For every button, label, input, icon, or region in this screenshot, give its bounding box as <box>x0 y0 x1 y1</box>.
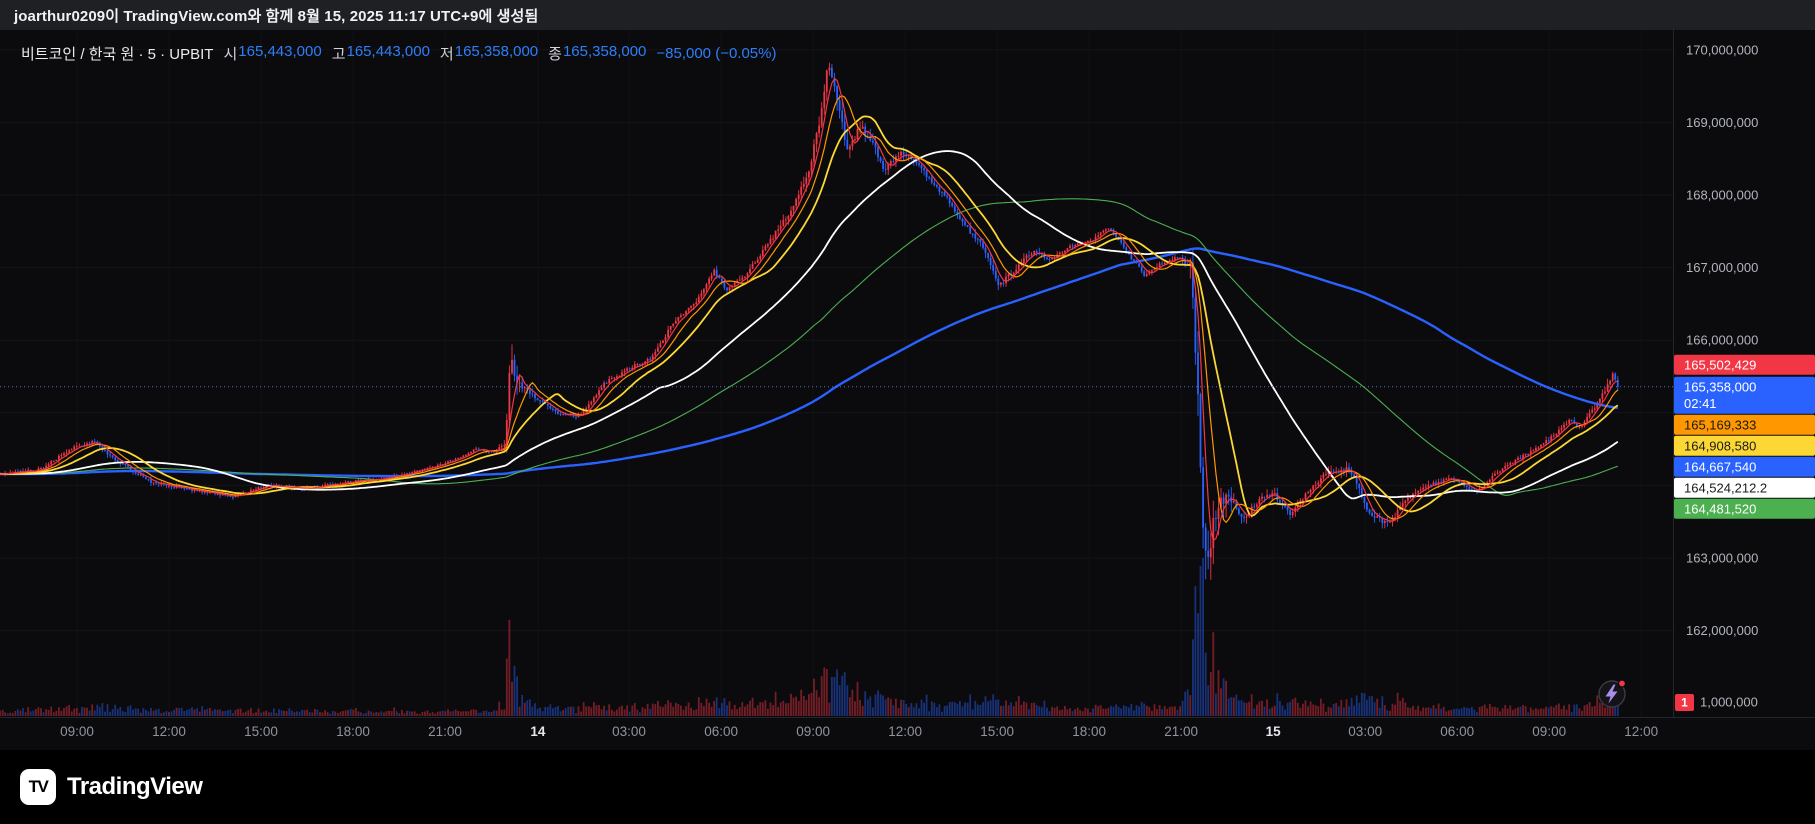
ma-60-line <box>0 150 1619 500</box>
time-tick-day: 15 <box>1266 724 1282 739</box>
time-tick-label: 06:00 <box>704 724 738 739</box>
price-tick-label: 169,000,000 <box>1686 115 1758 130</box>
candle-bodies-up <box>0 67 1614 557</box>
ma-value-flag <box>1674 435 1815 456</box>
price-tick-label: 163,000,000 <box>1686 551 1758 566</box>
footer: TV TradingView <box>0 750 1815 824</box>
time-tick-label: 15:00 <box>980 724 1014 739</box>
candle-wicks-up <box>0 62 1614 580</box>
flag-value: 165,358,000 <box>1684 379 1756 394</box>
time-tick-label: 12:00 <box>152 724 186 739</box>
time-tick-day: 14 <box>530 724 546 739</box>
price-axis[interactable]: 170,000,000 169,000,000 168,000,000 167,000… <box>1675 42 1758 711</box>
brand-name: TradingView <box>67 773 203 800</box>
volume-value-flag-text: 1 <box>1681 696 1688 710</box>
flag-value: 165,502,429 <box>1684 357 1756 372</box>
ma-value-flag <box>1674 477 1815 498</box>
ma-10-line <box>0 95 1619 523</box>
time-tick-label: 12:00 <box>1624 724 1658 739</box>
volume-bars-up <box>0 619 1614 716</box>
lightning-bolt-icon <box>1605 684 1618 704</box>
tradingview-logo-icon: TV <box>20 769 56 805</box>
price-tick-label: 167,000,000 <box>1686 260 1758 275</box>
time-tick-label: 09:00 <box>60 724 94 739</box>
time-tick-label: 18:00 <box>336 724 370 739</box>
time-tick-label: 06:00 <box>1440 724 1474 739</box>
grid-lines <box>0 30 1673 717</box>
notification-dot <box>1617 679 1627 688</box>
ma-value-flag <box>1674 354 1815 375</box>
ma-value-flag <box>1674 456 1815 477</box>
ma-120-line <box>0 198 1618 496</box>
price-flags: 165,502,429 165,358,000 02:41 165,169,333 16… <box>1674 354 1815 519</box>
price-tick-label: 162,000,000 <box>1686 623 1758 638</box>
last-price-flag <box>1674 376 1815 414</box>
time-tick-label: 15:00 <box>244 724 278 739</box>
price-tick-label: 170,000,000 <box>1686 42 1758 57</box>
price-tick-label: 168,000,000 <box>1686 188 1758 203</box>
ma-5-line <box>0 78 1619 541</box>
attribution-bar: joarthur0209이 TradingView.com와 함께 8월 15,… <box>0 0 1815 30</box>
time-tick-label: 21:00 <box>1164 724 1198 739</box>
time-tick-label: 21:00 <box>428 724 462 739</box>
chart-area[interactable]: 170,000,000 169,000,000 168,000,000 167,000… <box>0 30 1815 750</box>
time-tick-label: 09:00 <box>1532 724 1566 739</box>
flag-value: 165,169,333 <box>1684 417 1756 432</box>
flag-value: 164,481,520 <box>1684 501 1756 516</box>
time-axis[interactable]: 09:00 12:00 15:00 18:00 21:00 14 03:00 06:00 09:… <box>60 724 1658 739</box>
flag-countdown: 02:41 <box>1684 396 1717 411</box>
ma-value-flag <box>1674 498 1815 519</box>
volume-tick-label: 1,000,000 <box>1700 695 1758 710</box>
flag-value: 164,908,580 <box>1684 438 1756 453</box>
time-tick-label: 18:00 <box>1072 724 1106 739</box>
logo-mark-text: TV <box>28 777 49 796</box>
time-tick-label: 12:00 <box>888 724 922 739</box>
ma-240-line <box>0 247 1619 478</box>
flash-button[interactable] <box>1598 679 1627 708</box>
ma-20-line <box>0 115 1619 517</box>
flag-value: 164,524,212.2 <box>1684 480 1767 495</box>
time-tick-label: 03:00 <box>612 724 646 739</box>
plot-area[interactable] <box>0 62 1619 716</box>
time-tick-label: 09:00 <box>796 724 830 739</box>
volume-value-flag <box>1675 694 1694 711</box>
ma-value-flag <box>1674 414 1815 435</box>
time-tick-label: 03:00 <box>1348 724 1382 739</box>
price-tick-label: 166,000,000 <box>1686 333 1758 348</box>
attribution-text: joarthur0209이 TradingView.com와 함께 8월 15,… <box>14 7 539 25</box>
flag-value: 164,667,540 <box>1684 459 1756 474</box>
candlestick-chart[interactable]: 170,000,000 169,000,000 168,000,000 167,000… <box>0 30 1815 750</box>
tradingview-logo[interactable]: TV TradingView <box>20 769 203 805</box>
